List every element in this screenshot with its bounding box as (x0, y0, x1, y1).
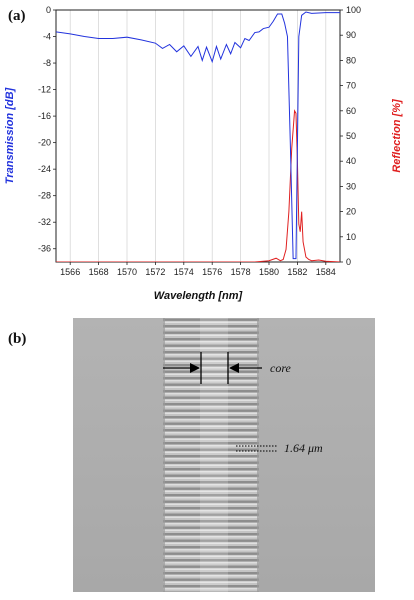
core-region (200, 318, 228, 592)
y-left-tick-label: -36 (38, 244, 51, 254)
x-tick-label: 1584 (316, 267, 336, 277)
microscope-image (73, 318, 375, 592)
y-left-tick-label: 0 (46, 5, 51, 15)
x-tick-label: 1580 (259, 267, 279, 277)
panel-a-label: (a) (8, 8, 26, 24)
core-label: core (270, 361, 292, 375)
y-right-tick-label: 50 (346, 131, 356, 141)
y-right-tick-label: 80 (346, 55, 356, 65)
core-arrowhead-right (229, 363, 239, 373)
y-left-tick-label: -12 (38, 85, 51, 95)
y-right-tick-label: 30 (346, 181, 356, 191)
y-left-tick-label: -28 (38, 191, 51, 201)
y-right-tick-label: 70 (346, 81, 356, 91)
grating-region (163, 318, 259, 592)
y-left-tick-label: -24 (38, 164, 51, 174)
x-tick-label: 1568 (89, 267, 109, 277)
y-left-tick-label: -4 (43, 32, 51, 42)
x-axis-title: Wavelength [nm] (154, 290, 243, 302)
x-tick-label: 1572 (145, 267, 165, 277)
x-tick-label: 1578 (231, 267, 251, 277)
y-left-tick-label: -8 (43, 58, 51, 68)
axis-ticks: 1566 1568 1570 1572 1574 1576 1578 1580 1582 1584… (38, 5, 361, 277)
x-tick-label: 1582 (287, 267, 307, 277)
panel-b-label: (b) (8, 331, 26, 347)
y-right-axis-title: Reflection [%] (391, 99, 403, 173)
y-left-tick-label: -16 (38, 111, 51, 121)
y-right-tick-label: 10 (346, 232, 356, 242)
y-right-tick-label: 0 (346, 257, 351, 267)
y-right-tick-label: 90 (346, 30, 356, 40)
y-right-tick-label: 60 (346, 106, 356, 116)
x-tick-label: 1570 (117, 267, 137, 277)
period-label: 1.64 μm (284, 441, 323, 455)
y-right-tick-label: 40 (346, 156, 356, 166)
y-right-tick-label: 100 (346, 5, 361, 15)
x-tick-label: 1566 (60, 267, 80, 277)
core-arrowhead-left (190, 363, 200, 373)
grating-edge-right (257, 318, 259, 592)
transmission-series-line (56, 11, 340, 260)
period-indicator (236, 445, 278, 452)
y-left-axis-title: Transmission [dB] (4, 87, 16, 184)
y-right-tick-label: 20 (346, 207, 356, 217)
y-left-tick-label: -32 (38, 217, 51, 227)
reflection-series-line (56, 109, 340, 262)
x-tick-label: 1576 (202, 267, 222, 277)
y-left-tick-label: -20 (38, 138, 51, 148)
core-indicator (163, 352, 262, 384)
x-tick-label: 1574 (174, 267, 194, 277)
grating-edge-left (163, 318, 165, 592)
